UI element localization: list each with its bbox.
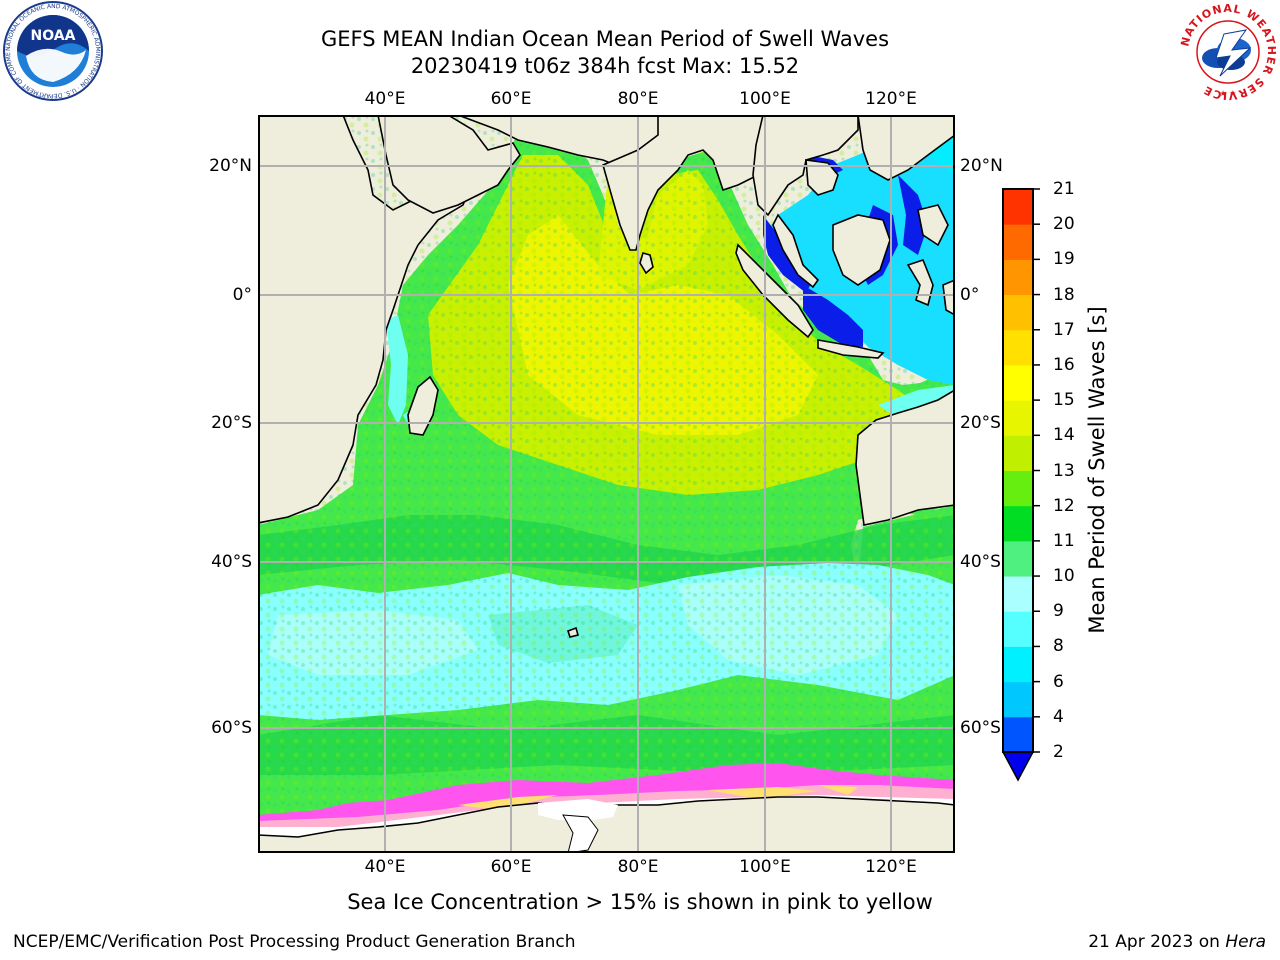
colorbar-band bbox=[1003, 540, 1033, 577]
lat-label-left-20s: 20°S bbox=[211, 413, 252, 433]
lat-label-right-20n: 20°N bbox=[960, 156, 1003, 176]
svg-text:★ ★: ★ ★ bbox=[1220, 89, 1237, 98]
footer-date-text: 21 Apr 2023 on bbox=[1088, 932, 1226, 952]
lon-label-top-60e: 60°E bbox=[490, 89, 532, 109]
footer-host: Hera bbox=[1225, 932, 1266, 952]
noaa-logo-text: NOAA bbox=[31, 28, 76, 44]
lat-label-right-60s: 60°S bbox=[960, 718, 1001, 738]
colorbar-tick-label: 16 bbox=[1053, 354, 1075, 375]
lat-label-right-20s: 20°S bbox=[960, 413, 1001, 433]
footer-credit: NCEP/EMC/Verification Post Processing Pr… bbox=[13, 932, 576, 952]
colorbar-extend-triangle bbox=[1001, 751, 1035, 782]
colorbar-band bbox=[1003, 189, 1033, 225]
nws-logo: NATIONAL WEATHER SERVICE ★ ★ bbox=[1178, 2, 1278, 102]
map-title: GEFS MEAN Indian Ocean Mean Period of Sw… bbox=[320, 27, 890, 51]
lon-label-bottom-80e: 80°E bbox=[617, 857, 659, 877]
colorbar-band bbox=[1003, 505, 1033, 542]
lat-label-left-60s: 60°S bbox=[211, 718, 252, 738]
colorbar-band bbox=[1003, 294, 1033, 331]
colorbar-band bbox=[1003, 470, 1033, 507]
colorbar-band bbox=[1003, 259, 1033, 296]
colorbar-band bbox=[1003, 224, 1033, 260]
lon-label-top-100e: 100°E bbox=[739, 89, 791, 109]
lon-label-bottom-60e: 60°E bbox=[490, 857, 532, 877]
colorbar bbox=[1001, 188, 1040, 782]
lon-label-top-80e: 80°E bbox=[617, 89, 659, 109]
colorbar-tick-label: 19 bbox=[1053, 249, 1075, 270]
colorbar-tick-label: 15 bbox=[1053, 390, 1075, 411]
colorbar-band bbox=[1003, 329, 1033, 366]
lat-label-left-20n: 20°N bbox=[209, 156, 252, 176]
colorbar-tick-label: 11 bbox=[1053, 530, 1075, 551]
colorbar-tick-label: 8 bbox=[1053, 636, 1064, 657]
colorbar-band bbox=[1003, 716, 1033, 753]
colorbar-band bbox=[1003, 611, 1033, 647]
colorbar-tick-label: 21 bbox=[1053, 179, 1075, 199]
colorbar-tick-label: 17 bbox=[1053, 319, 1075, 340]
lat-label-left-0: 0° bbox=[232, 285, 252, 305]
lat-label-left-40s: 40°S bbox=[211, 552, 252, 572]
colorbar-band bbox=[1003, 435, 1033, 471]
lat-label-right-40s: 40°S bbox=[960, 552, 1001, 572]
colorbar-label: Mean Period of Swell Waves [s] bbox=[1085, 306, 1109, 634]
colorbar-tick-label: 6 bbox=[1053, 671, 1064, 692]
colorbar-tick-label: 4 bbox=[1053, 706, 1064, 727]
lon-label-top-120e: 120°E bbox=[865, 89, 917, 109]
gridlines bbox=[258, 115, 955, 853]
colorbar-band bbox=[1003, 576, 1033, 612]
colorbar-tick-label: 20 bbox=[1053, 214, 1075, 235]
colorbar-band bbox=[1003, 400, 1033, 436]
colorbar-tick-label: 13 bbox=[1053, 460, 1075, 481]
colorbar-band bbox=[1003, 681, 1033, 718]
colorbar-tick-label: 14 bbox=[1053, 425, 1075, 446]
map-subtitle: 20230419 t06z 384h fcst Max: 15.52 bbox=[410, 54, 800, 78]
colorbar-tick-label: 2 bbox=[1053, 742, 1064, 762]
lon-label-top-40e: 40°E bbox=[364, 89, 406, 109]
footer-date: 21 Apr 2023 on Hera bbox=[1088, 932, 1266, 952]
sea-ice-caption: Sea Ice Concentration > 15% is shown in … bbox=[347, 890, 933, 914]
colorbar-tick-label: 18 bbox=[1053, 284, 1075, 305]
colorbar-tick-label: 10 bbox=[1053, 566, 1075, 587]
lon-label-bottom-120e: 120°E bbox=[865, 857, 917, 877]
lat-label-right-0: 0° bbox=[960, 285, 980, 305]
lon-label-bottom-100e: 100°E bbox=[739, 857, 791, 877]
colorbar-tick-label: 9 bbox=[1053, 601, 1064, 622]
swell-period-map bbox=[258, 115, 955, 853]
noaa-logo: NATIONAL OCEANIC AND ATMOSPHERIC ADMINIS… bbox=[2, 0, 103, 101]
colorbar-band bbox=[1003, 646, 1033, 683]
land-masses bbox=[258, 115, 955, 853]
lon-label-bottom-40e: 40°E bbox=[364, 857, 406, 877]
colorbar-band bbox=[1003, 364, 1033, 401]
colorbar-tick-label: 12 bbox=[1053, 495, 1075, 516]
map-frame bbox=[258, 115, 955, 853]
